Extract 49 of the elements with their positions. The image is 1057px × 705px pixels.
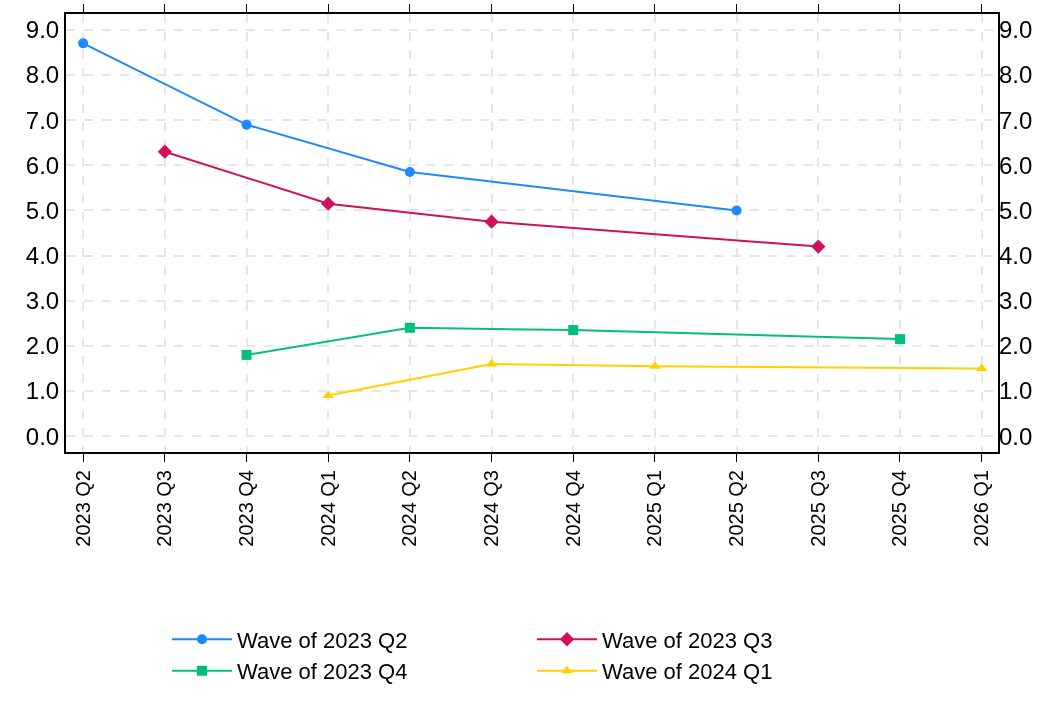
point (731, 205, 742, 216)
y2-tick-label: 4.0 (999, 241, 1033, 269)
point (322, 390, 334, 399)
point (78, 38, 89, 49)
point (404, 322, 415, 333)
y-tick-label: 0.0 (25, 422, 60, 450)
point (404, 167, 415, 178)
x-tick-label: 2023 Q4 (235, 470, 258, 547)
y2-tick-label: 1.0 (999, 377, 1033, 405)
y-tick-label: 6.0 (25, 151, 60, 179)
point (157, 144, 172, 159)
legend-label: Wave of 2024 Q1 (602, 659, 773, 685)
y-tick-label: 9.0 (25, 16, 60, 44)
point (321, 196, 336, 211)
y-tick-label: 3.0 (25, 287, 60, 315)
legend-label: Wave of 2023 Q4 (237, 659, 408, 685)
x-tick-label: 2023 Q3 (153, 470, 176, 547)
legend-label: Wave of 2023 Q2 (237, 627, 408, 653)
y2-tick-label: 8.0 (999, 61, 1033, 89)
x-tick-label: 2025 Q4 (888, 470, 911, 547)
x-tick-label: 2024 Q1 (316, 470, 339, 547)
x-tick-label: 2024 Q2 (398, 470, 421, 547)
legend-label: Wave of 2023 Q3 (602, 627, 773, 653)
point (811, 239, 826, 254)
x-tick-label: 2025 Q2 (725, 470, 748, 547)
y2-tick-label: 9.0 (999, 16, 1033, 44)
y-tick-label: 1.0 (25, 377, 60, 405)
y2-tick-label: 6.0 (999, 151, 1033, 179)
x-tick-label: 2024 Q4 (561, 470, 584, 547)
point (894, 334, 905, 345)
y-tick-label: 4.0 (25, 241, 60, 269)
x-tick-label: 2024 Q3 (480, 470, 503, 547)
y2-tick-label: 5.0 (999, 196, 1033, 224)
y2-tick-label: 7.0 (999, 106, 1033, 134)
y2-tick-label: 0.0 (999, 422, 1033, 450)
point (241, 119, 252, 130)
x-tick-label: 2026 Q1 (970, 470, 993, 547)
y2-tick-label: 3.0 (999, 287, 1033, 315)
point (241, 349, 252, 360)
y-tick-label: 2.0 (25, 332, 60, 360)
x-tick-label: 2025 Q1 (643, 470, 666, 547)
x-tick-label: 2023 Q2 (71, 470, 94, 547)
point (568, 325, 579, 336)
y2-tick-label: 2.0 (999, 332, 1033, 360)
y-tick-label: 7.0 (25, 106, 60, 134)
point (484, 214, 499, 229)
y-tick-label: 5.0 (25, 196, 60, 224)
y-tick-label: 8.0 (25, 61, 60, 89)
x-tick-label: 2025 Q3 (806, 470, 829, 547)
